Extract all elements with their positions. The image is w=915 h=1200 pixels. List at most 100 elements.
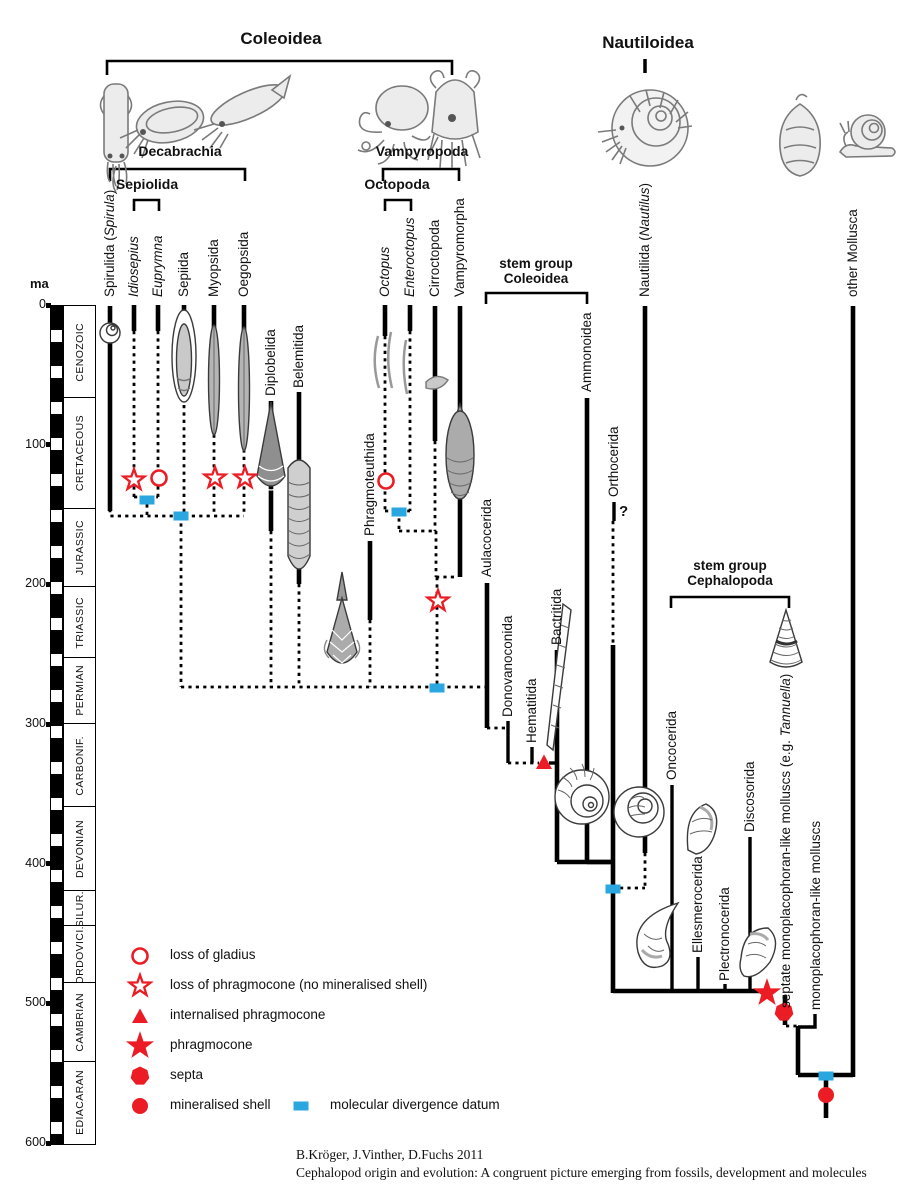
timescale-tick-mark — [46, 581, 51, 587]
octopus-illustration — [357, 85, 431, 165]
snail-illustration — [838, 114, 896, 158]
mol-square-marker — [605, 884, 621, 894]
diplobelida-fossil — [256, 401, 286, 491]
clade-title-stem-group-coleoidea: stem group Coleoidea — [499, 256, 573, 286]
mol-square-marker — [139, 495, 155, 505]
legend-label-molecular-divergence: molecular divergence datum — [330, 1097, 500, 1112]
mol-square-marker — [293, 1101, 309, 1111]
clade-title-decabrachia: Decabrachia — [138, 143, 222, 159]
spirula-squid-illustration — [99, 83, 133, 193]
ellesmerocerida-fossil — [636, 901, 680, 969]
open-circle-marker — [131, 947, 149, 965]
open-star-marker — [120, 465, 148, 492]
timescale-tick-500: 500 — [25, 995, 46, 1010]
timescale-tick-mark — [46, 302, 51, 308]
open-circle-marker — [377, 472, 395, 490]
vampire-squid-illustration — [427, 70, 481, 169]
clade-title-sepiolida: Sepiolida — [115, 176, 179, 192]
bracket-vampyropoda — [381, 167, 461, 181]
timescale-unit-label: ma — [30, 276, 49, 291]
mol-square-marker — [429, 683, 445, 693]
period-permian: PERMIAN — [63, 656, 96, 725]
bracket-stem-cephalopoda — [669, 595, 791, 608]
clade-brackets — [105, 59, 791, 608]
mol-square-marker — [818, 1071, 834, 1081]
circle-marker — [818, 1087, 834, 1103]
plectronocerida-fossil — [739, 927, 777, 978]
period-silur: SILUR. — [63, 890, 96, 928]
citation-authors: B.Kröger, J.Vinther, D.Fuchs 2011 — [296, 1147, 484, 1162]
legend-label-circle: mineralised shell — [170, 1097, 271, 1112]
timescale-tick-600: 600 — [25, 1135, 46, 1149]
bracket-decabrachia — [108, 167, 247, 181]
legend-label-heptagon: septa — [170, 1067, 204, 1082]
myopsida-gladius-fossil — [207, 324, 221, 436]
mol-square-marker — [391, 507, 407, 517]
bactritida-fossil — [546, 602, 572, 752]
clade-title-nautiloidea: Nautiloidea — [602, 33, 694, 52]
oegopsida-gladius-fossil — [237, 326, 251, 452]
period-jurassic: JURASSIC — [63, 507, 96, 588]
clade-title-coleoidea: Coleoidea — [240, 29, 322, 48]
octopod-stylet-marks — [373, 331, 449, 395]
nautilus-illustration — [597, 89, 693, 167]
ammonite-fossil — [554, 763, 610, 825]
clade-title-octopoda: Octopoda — [364, 176, 430, 192]
phragmoteuthida-fossil — [323, 571, 361, 664]
citation-title: Cephalopod origin and evolution: A congr… — [296, 1164, 867, 1180]
timescale-tick-mark — [46, 1140, 51, 1146]
citation: B.Kröger, J.Vinther, D.Fuchs 2011 Cephal… — [296, 1146, 867, 1181]
timescale-tick-400: 400 — [25, 855, 46, 870]
timescale-tick-mark — [46, 861, 51, 867]
legend-label-open-circle: loss of gladius — [170, 947, 256, 962]
heptagon-marker — [774, 1002, 794, 1021]
fossil-illustrations — [99, 309, 803, 978]
timescale-tick-mark — [46, 1000, 51, 1006]
period-triassic: TRIASSIC — [63, 585, 96, 659]
bracket-coleoidea — [105, 59, 454, 75]
open-star-marker — [126, 971, 154, 998]
timescale-tick-0: 0 — [39, 297, 46, 311]
nautiloid-coil-fossil — [613, 786, 665, 838]
legend-label-triangle: internalised phragmocone — [170, 1007, 326, 1022]
period-cenozoic: CENOZOIC — [63, 305, 96, 400]
vampyromorpha-gladius-fossil — [445, 401, 475, 500]
timescale-tick-mark — [46, 721, 51, 727]
bracket-stem-coleoidea — [484, 291, 589, 304]
spirula-coil-fossil — [99, 322, 121, 344]
star-marker — [752, 978, 782, 1005]
timescale-tick-100: 100 — [25, 436, 46, 451]
clade-title-vampyropoda: Vampyropoda — [375, 143, 469, 159]
open-circle-marker — [150, 469, 168, 487]
squid-illustration — [193, 73, 292, 149]
heptagon-marker — [130, 1066, 150, 1085]
uncertainty-question-mark: ? — [619, 503, 629, 520]
bracket-octopoda — [383, 198, 413, 211]
belemnite-fossil — [287, 459, 311, 570]
legend-label-star: phragmocone — [170, 1037, 253, 1052]
timescale-tick-200: 200 — [25, 576, 46, 591]
clade-title-stem-group-cephalopoda: stem group Cephalopoda — [687, 558, 773, 588]
bracket-sepiolida — [132, 198, 161, 211]
cuttlebone-fossil — [171, 309, 197, 403]
period-ediacaran: EDIACARAN — [63, 1060, 96, 1145]
timescale-tick-300: 300 — [25, 716, 46, 730]
open-star-marker — [201, 463, 229, 490]
mol-square-marker — [173, 511, 189, 521]
tannuella-fossil — [769, 607, 803, 668]
legend-label-open-star: loss of phragmocone (no mineralised shel… — [170, 977, 428, 992]
triangle-marker — [536, 754, 552, 769]
animal-illustrations — [99, 70, 896, 193]
period-devonian: DEVONIAN — [63, 806, 96, 893]
open-star-marker — [231, 463, 259, 490]
period-carbonif: CARBONIF. — [63, 722, 96, 809]
period-ordovici: ORDOVICI. — [63, 925, 96, 985]
open-star-marker — [424, 586, 452, 613]
star-marker — [125, 1031, 155, 1058]
triangle-marker — [132, 1008, 148, 1023]
discosorida-fossil — [686, 803, 718, 855]
